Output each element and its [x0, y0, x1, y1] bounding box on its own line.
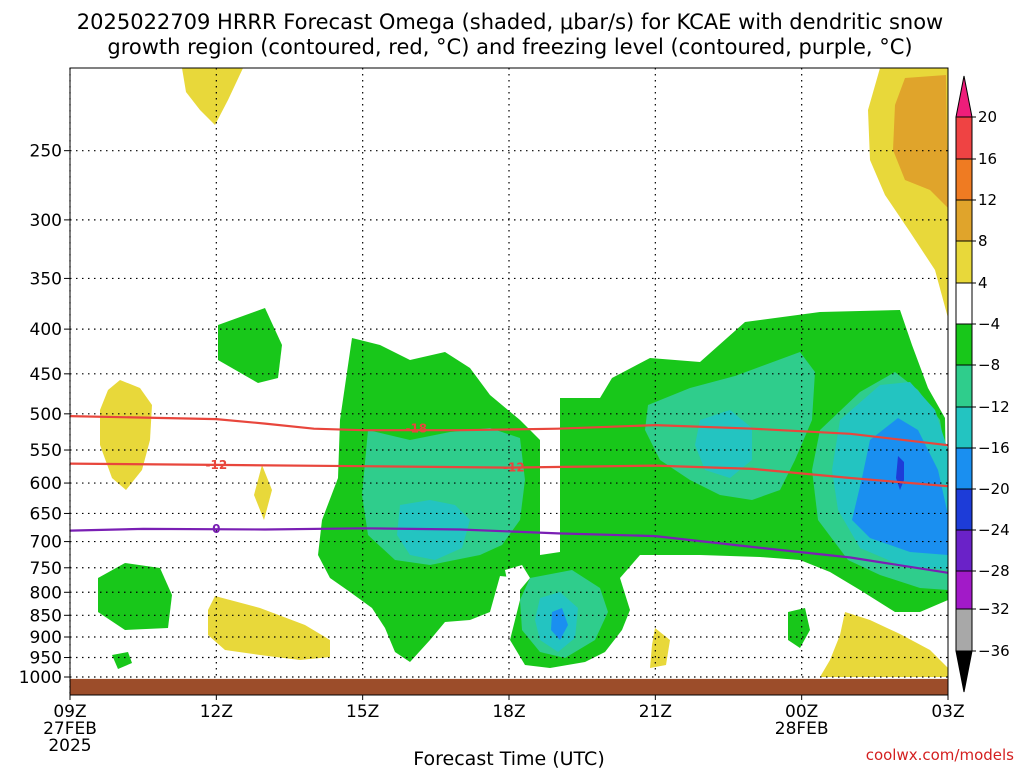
- chart-title-line-2: growth region (contoured, red, °C) and f…: [107, 35, 912, 59]
- colorbar-tick-label: −4: [978, 315, 1000, 333]
- y-tick-label: 450: [30, 365, 62, 385]
- colorbar-swatch: [955, 116, 973, 160]
- y-tick-label: 650: [30, 504, 62, 524]
- omega-region-green-tiny: [112, 652, 132, 669]
- contour-line: [69, 462, 949, 488]
- x-tick-label: 21Z: [639, 702, 672, 722]
- colorbar-swatch: [955, 282, 973, 325]
- omega-region-orange-top-right: [893, 75, 948, 208]
- y-tick-label: 750: [30, 559, 62, 579]
- colorbar-tick-label: 16: [978, 150, 997, 168]
- colorbar-tick-label: −20: [978, 480, 1010, 498]
- colorbar-swatch: [955, 529, 973, 572]
- omega-region-yellow-bottom-right: [820, 612, 948, 677]
- omega-region-yellow-small: [254, 465, 272, 520]
- y-tick-label: 250: [30, 142, 62, 162]
- x-tick-label: 2025: [48, 736, 91, 756]
- y-tick-label: 350: [30, 269, 62, 289]
- contour-label: -18: [405, 422, 427, 436]
- omega-region-blue-bottom: [551, 608, 568, 640]
- colorbar-swatch: [955, 447, 973, 490]
- y-tick-label: 950: [30, 649, 62, 669]
- contour-label: -12: [503, 461, 525, 475]
- y-tick-label: 500: [30, 405, 62, 425]
- colorbar-swatch: [955, 608, 973, 652]
- omega-region-green-small-right: [788, 608, 810, 648]
- x-tick-label: 18Z: [492, 702, 525, 722]
- colorbar-tick-label: 4: [978, 274, 988, 292]
- x-tick-label: 27FEB: [43, 719, 97, 739]
- colorbar-tick-label: 12: [978, 191, 997, 209]
- contour-line: [69, 527, 949, 574]
- colorbar-tick-label: −36: [978, 642, 1010, 660]
- omega-region-green-upper-left: [218, 308, 282, 383]
- contour-label: -12: [205, 458, 227, 472]
- y-tick-label: 700: [30, 533, 62, 553]
- x-tick-label: 03Z: [931, 702, 964, 722]
- y-tick-label: 900: [30, 628, 62, 648]
- y-tick-label: 800: [30, 583, 62, 603]
- y-axis-ticks: 2503003504004505005506006507007508008509…: [19, 142, 70, 688]
- omega-region-yellow-bottom-left: [208, 596, 330, 660]
- y-tick-label: 600: [30, 474, 62, 494]
- colorbar-swatch: [955, 488, 973, 531]
- colorbar-tick-label: 8: [978, 232, 988, 250]
- omega-region-yellow-left: [100, 380, 152, 490]
- colorbar-swatch: [955, 570, 973, 610]
- x-tick-label: 28FEB: [775, 719, 829, 739]
- y-tick-label: 850: [30, 606, 62, 626]
- x-tick-label: 15Z: [346, 702, 379, 722]
- omega-region-yellow-top-left: [182, 68, 243, 125]
- colorbar-tick-label: −16: [978, 439, 1010, 457]
- contour-line: [69, 415, 949, 447]
- y-tick-label: 400: [30, 320, 62, 340]
- colorbar-tick-label: −12: [978, 398, 1010, 416]
- colorbar: 20 16 12 8 4 −4 −8 −12 −16 −20 −24 −28 −32 −36: [955, 75, 1010, 693]
- chart-title-line-1: 2025022709 HRRR Forecast Omega (shaded, …: [77, 10, 943, 34]
- y-tick-label: 300: [30, 211, 62, 231]
- x-axis-label: Forecast Time (UTC): [413, 748, 604, 768]
- omega-region-white-hole: [505, 565, 530, 590]
- omega-region-yellow-small-bottom: [650, 628, 670, 668]
- colorbar-swatch: [955, 158, 973, 201]
- colorbar-swatch: [955, 199, 973, 242]
- omega-region-green-left-low: [98, 563, 172, 630]
- omega-shaded-field: [98, 68, 948, 677]
- credit-text: coolwx.com/models: [866, 746, 1014, 764]
- surface-ground-band: [70, 678, 948, 695]
- colorbar-bottom-arrow: [955, 650, 973, 693]
- temperature-contours: -18 -12 -12 0: [69, 415, 949, 574]
- y-tick-label: 550: [30, 441, 62, 461]
- colorbar-tick-label: −24: [978, 521, 1010, 539]
- colorbar-tick-label: 20: [978, 108, 997, 126]
- plot-grid: [69, 68, 948, 695]
- x-tick-label: 09Z: [53, 702, 86, 722]
- colorbar-tick-label: −32: [978, 600, 1010, 618]
- x-tick-label: 12Z: [200, 702, 233, 722]
- colorbar-swatch: [955, 240, 973, 284]
- colorbar-tick-label: −28: [978, 562, 1010, 580]
- colorbar-tick-label: −8: [978, 356, 1000, 374]
- y-tick-label: 1000: [19, 668, 62, 688]
- x-tick-label: 00Z: [785, 702, 818, 722]
- colorbar-swatch: [955, 406, 973, 449]
- colorbar-top-arrow: [955, 75, 973, 118]
- contour-label: 0: [212, 522, 220, 536]
- colorbar-swatch: [955, 323, 973, 366]
- colorbar-swatch: [955, 364, 973, 408]
